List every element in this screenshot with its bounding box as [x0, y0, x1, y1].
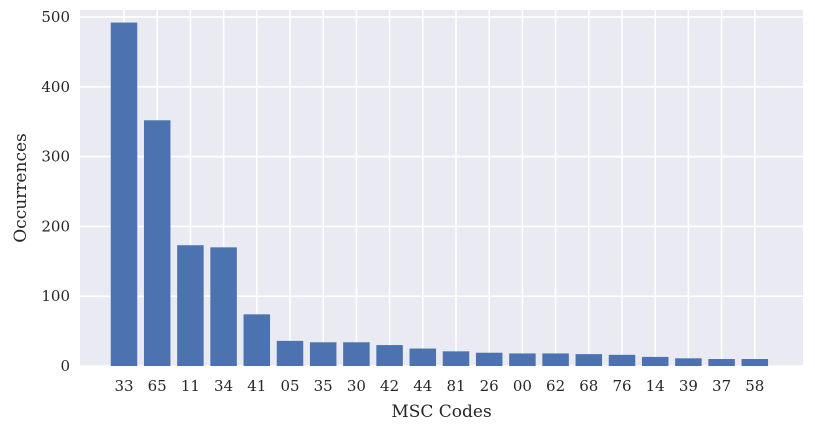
x-tick-label: 14 — [646, 377, 665, 395]
bar-26 — [475, 352, 503, 366]
bar-62 — [542, 353, 569, 366]
bar-76 — [608, 354, 636, 366]
bar-37 — [708, 359, 735, 366]
x-tick-label: 05 — [280, 377, 299, 395]
bar-05 — [276, 340, 304, 366]
x-tick-label: 76 — [612, 377, 631, 395]
x-tick-label: 65 — [148, 377, 167, 395]
x-tick-label: 62 — [546, 377, 565, 395]
bar-39 — [675, 358, 702, 366]
bar-41 — [243, 314, 271, 366]
x-tick-label: 11 — [181, 377, 200, 395]
bar-35 — [309, 342, 337, 366]
bar-81 — [442, 351, 470, 366]
bar-42 — [376, 345, 403, 366]
y-tick-label: 500 — [41, 8, 70, 26]
x-tick-label: 58 — [745, 377, 764, 395]
x-tick-label: 37 — [712, 377, 731, 395]
bar-34 — [210, 247, 237, 366]
bar-14 — [641, 356, 669, 366]
grid-lines — [80, 10, 803, 367]
y-axis-label: Occurrences — [11, 133, 31, 243]
x-tick-label: 41 — [247, 377, 266, 395]
y-axis-ticks: 0 100 200 300 400 500 — [41, 8, 70, 375]
y-tick-label: 400 — [41, 78, 70, 96]
x-tick-label: 00 — [513, 377, 532, 395]
bar-33 — [110, 22, 138, 367]
bar-58 — [741, 359, 769, 366]
x-tick-label: 35 — [314, 377, 333, 395]
bars-group — [110, 22, 769, 367]
x-tick-label: 30 — [347, 377, 366, 395]
x-tick-label: 26 — [480, 377, 499, 395]
x-tick-label: 34 — [214, 377, 233, 395]
bar-30 — [343, 342, 370, 366]
bar-65 — [143, 120, 171, 367]
x-tick-label: 42 — [380, 377, 399, 395]
bar-00 — [509, 353, 536, 366]
x-tick-label: 68 — [579, 377, 598, 395]
y-tick-label: 200 — [41, 217, 70, 235]
x-tick-label: 39 — [679, 377, 698, 395]
y-tick-label: 0 — [60, 357, 70, 375]
y-tick-label: 300 — [41, 148, 70, 166]
x-axis-ticks: 33 65 11 34 41 05 35 30 42 44 81 26 00 62 68 76 14 39 37 58 — [114, 377, 764, 395]
bar-68 — [575, 354, 603, 366]
x-tick-label: 33 — [114, 377, 133, 395]
x-tick-label: 44 — [413, 377, 432, 395]
y-tick-label: 100 — [41, 287, 70, 305]
bar-44 — [409, 348, 437, 366]
x-tick-label: 81 — [446, 377, 465, 395]
bar-11 — [177, 245, 204, 366]
x-axis-label: MSC Codes — [391, 402, 491, 422]
